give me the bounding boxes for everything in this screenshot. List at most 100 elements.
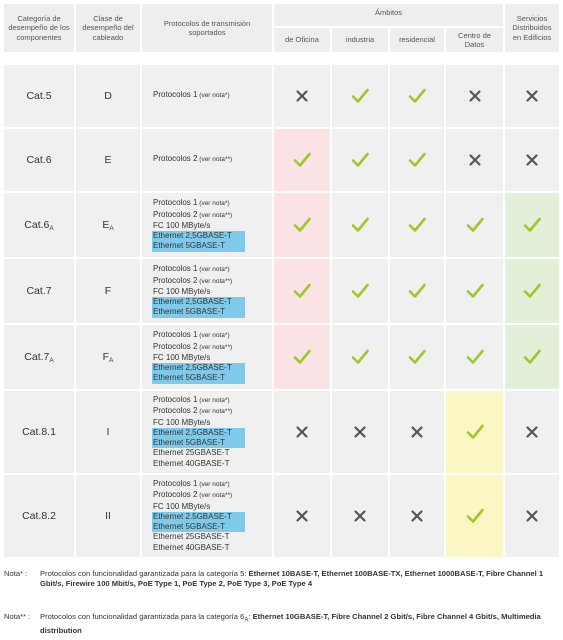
row-protocols: Protocolos 1 (ver nota*) Protocolos 2 (ve… xyxy=(142,325,272,389)
cell-industria xyxy=(332,65,388,127)
check-icon xyxy=(351,283,369,298)
cell-oficina xyxy=(274,325,330,389)
protocol-list: Protocolos 1 (ver nota*) Protocolos 2 (ve… xyxy=(152,198,245,252)
footnote-label: Nota* : xyxy=(4,569,28,578)
cross-icon xyxy=(468,154,481,166)
cross-icon xyxy=(526,426,538,438)
cell-industria xyxy=(332,259,388,323)
category-label: Cat.6A xyxy=(24,218,54,232)
protocol-item: Protocolos 1 (ver nota*) xyxy=(153,479,230,489)
check-icon xyxy=(408,152,426,167)
row-protocols: Protocolos 2 (ver nota**) xyxy=(142,129,272,191)
cell-industria xyxy=(332,391,388,473)
protocol-item: Protocolos 2 (ver nota**) xyxy=(153,406,233,416)
cell-datacenter xyxy=(446,193,503,257)
cell-datacenter xyxy=(446,129,503,191)
cell-residencial xyxy=(390,129,444,191)
cell-oficina xyxy=(274,259,330,323)
header-category: Categoría de desempeño de los componente… xyxy=(4,4,74,52)
row-protocols: Protocolos 1 (ver nota*) Protocolos 2 (ve… xyxy=(142,391,272,473)
cross-icon xyxy=(296,90,308,102)
row-category: Cat.7A xyxy=(4,325,74,389)
cell-services xyxy=(505,193,559,257)
header-ambitos: Ámbitos xyxy=(274,4,503,26)
row-class: E xyxy=(76,129,140,191)
cross-icon xyxy=(354,510,366,522)
protocol-list: Protocolos 1 (ver nota*) Protocolos 2 (ve… xyxy=(152,395,245,468)
check-icon xyxy=(466,283,484,298)
cell-oficina xyxy=(274,193,330,257)
category-label: Cat.5 xyxy=(26,90,52,102)
class-label: E xyxy=(104,154,112,166)
row-category: Cat.5 xyxy=(4,65,74,127)
check-icon xyxy=(293,217,311,232)
check-icon xyxy=(408,217,426,232)
cell-services xyxy=(505,65,559,127)
protocol-list: Protocolos 1 (ver nota*) xyxy=(153,90,230,101)
check-icon xyxy=(293,283,311,298)
check-icon xyxy=(523,349,541,364)
category-label: Cat.7A xyxy=(24,350,54,364)
row-protocols: Protocolos 1 (ver nota*) Protocolos 2 (ve… xyxy=(142,475,272,557)
check-icon xyxy=(523,217,541,232)
check-icon xyxy=(523,283,541,298)
protocol-item: Ethernet 2,5GBASE-T xyxy=(152,297,245,308)
header-class: Clase de desempeño del cableado xyxy=(76,4,140,52)
cell-industria xyxy=(332,325,388,389)
cell-industria xyxy=(332,129,388,191)
cell-datacenter xyxy=(446,391,503,473)
protocol-item: Ethernet 2.5GBASE-T xyxy=(152,511,245,523)
cell-residencial xyxy=(390,65,444,127)
row-class: FA xyxy=(76,325,140,389)
cell-industria xyxy=(332,475,388,557)
header-services: Servicios Distribuidos en Edificios xyxy=(505,4,559,52)
category-label: Cat.8.1 xyxy=(22,426,56,438)
cross-icon xyxy=(526,90,538,102)
footnote-label: Nota** : xyxy=(4,612,31,621)
cell-services xyxy=(505,129,559,191)
header-industria: industria xyxy=(332,28,388,52)
row-protocols: Protocolos 1 (ver nota*) Protocolos 2 (ve… xyxy=(142,193,272,257)
protocol-item: Protocolos 2 (ver nota**) xyxy=(153,490,233,500)
class-label: F xyxy=(104,285,112,297)
row-class: II xyxy=(76,475,140,557)
cross-icon xyxy=(354,426,366,438)
header-protocols: Protocolos de transmisión soportados xyxy=(142,4,272,52)
footnote: Nota** : Protocolos con funcionalidad gar… xyxy=(4,612,559,640)
protocol-item: Ethernet 2,5GBASE-T xyxy=(152,427,245,439)
class-label: D xyxy=(104,90,112,102)
row-category: Cat.7 xyxy=(4,259,74,323)
protocol-item: FC 100 MByte/s xyxy=(153,286,211,296)
cell-oficina xyxy=(274,129,330,191)
protocol-item: Protocolos 2 (ver nota**) xyxy=(153,154,233,164)
protocol-item: Protocolos 2 (ver nota**) xyxy=(153,209,233,219)
cell-residencial xyxy=(390,193,444,257)
row-protocols: Protocolos 1 (ver nota*) Protocolos 2 (ve… xyxy=(142,259,272,323)
category-label: Cat.8.2 xyxy=(22,510,56,522)
protocol-item: Protocolos 2 (ver nota**) xyxy=(153,341,233,351)
row-class: F xyxy=(76,259,140,323)
check-icon xyxy=(466,217,484,232)
row-class: I xyxy=(76,391,140,473)
row-category: Cat.8.1 xyxy=(4,391,74,473)
header-datacenter: Centro de Datos xyxy=(446,28,503,52)
cell-residencial xyxy=(390,325,444,389)
row-category: Cat.6 xyxy=(4,129,74,191)
cell-datacenter xyxy=(446,259,503,323)
protocol-item: Protocolos 1 (ver nota*) xyxy=(153,90,230,100)
class-label: EA xyxy=(102,218,114,232)
cross-icon xyxy=(296,510,308,522)
cell-datacenter xyxy=(446,65,503,127)
protocol-item: Ethernet 40GBASE-T xyxy=(153,458,230,468)
cell-oficina xyxy=(274,65,330,127)
protocol-item: Protocolos 1 (ver nota*) xyxy=(153,330,230,340)
cross-icon xyxy=(526,154,538,166)
row-category: Cat.8.2 xyxy=(4,475,74,557)
footnote: Nota* : Protocolos con funcionalidad gara… xyxy=(4,569,559,601)
check-icon xyxy=(351,88,369,103)
class-label: II xyxy=(105,510,111,522)
check-icon xyxy=(351,152,369,167)
cross-icon xyxy=(468,90,481,102)
check-icon xyxy=(408,349,426,364)
row-class: EA xyxy=(76,193,140,257)
